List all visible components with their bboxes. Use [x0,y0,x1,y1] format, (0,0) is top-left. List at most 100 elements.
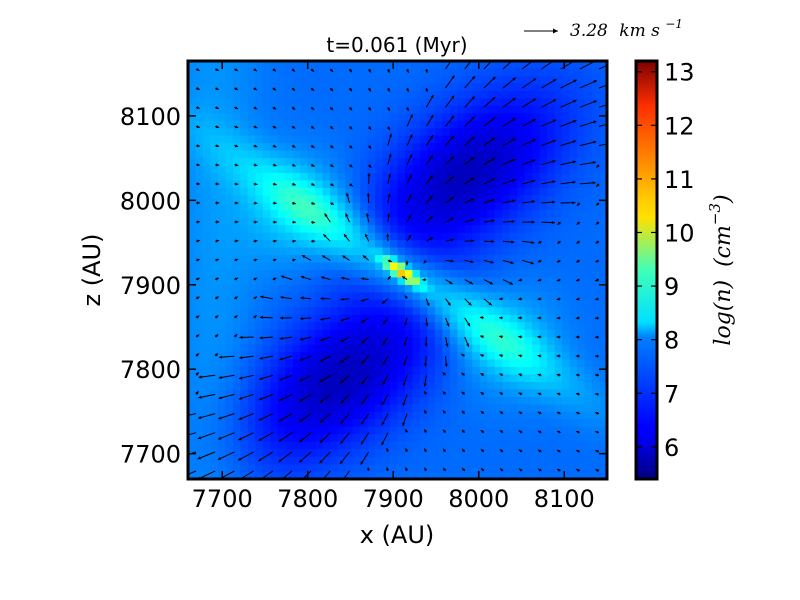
heatmap-cell [330,367,339,376]
heatmap-cell [390,150,399,159]
heatmap-cell [217,165,227,174]
heatmap-cell [457,381,466,391]
heatmap-cell [592,225,601,234]
heatmap-cell [247,90,256,99]
heatmap-cell [188,471,197,479]
velocity-arrowhead [572,180,576,184]
heatmap-cell [360,456,369,465]
colorbar-gradient [636,61,657,479]
velocity-arrowhead [491,219,495,223]
heatmap-cell [472,314,481,323]
velocity-arrowhead [234,144,239,148]
heatmap-cell [292,464,301,473]
velocity-arrowhead [576,411,580,415]
heatmap-cell [577,232,586,241]
heatmap-cell [292,113,301,122]
heatmap-cell [322,158,331,167]
heatmap-cell [255,120,264,129]
heatmap-cell [502,75,511,84]
heatmap-cell [494,128,503,137]
heatmap-cell [434,456,443,465]
heatmap-cell [434,232,443,241]
heatmap-cell [404,426,414,435]
heatmap-cell [449,165,458,174]
heatmap-cell [330,135,339,144]
heatmap-cell [479,61,488,70]
velocity-arrowhead [518,373,522,377]
heatmap-cell [232,105,241,114]
heatmap-cell [360,292,369,301]
heatmap-cell [188,128,197,137]
velocity-arrowhead [340,440,344,444]
heatmap-cell [247,158,256,167]
velocity-arrowhead [340,379,344,384]
heatmap-cell [487,374,496,383]
heatmap-cell [277,352,286,361]
heatmap-cell [569,284,578,293]
heatmap-cell [569,381,578,391]
velocity-arrowhead [532,98,536,102]
heatmap-cell [300,471,309,479]
heatmap-cell [367,359,376,368]
heatmap-cell [307,158,316,167]
heatmap-cell [188,247,197,256]
heatmap-cell [494,255,503,264]
heatmap-cell [262,419,271,428]
velocity-arrowhead [361,360,365,364]
heatmap-cell [195,135,204,144]
heatmap-cell [569,255,578,264]
heatmap-cell [382,158,391,167]
heatmap-cell [539,120,548,129]
heatmap-cell [337,61,346,70]
heatmap-cell [532,143,541,152]
heatmap-cell [532,419,541,428]
heatmap-cell [202,150,212,159]
heatmap-cell [360,329,369,338]
velocity-arrowhead [196,163,200,167]
heatmap-cell [277,411,286,420]
heatmap-cell [562,158,571,167]
heatmap-cell [584,381,593,391]
heatmap-cell [300,232,309,241]
heatmap-cell [195,471,204,479]
heatmap-cell [202,202,212,211]
heatmap-cell [315,165,324,174]
heatmap-cell [577,75,586,84]
heatmap-cell [210,98,219,107]
heatmap-cell [554,255,563,264]
heatmap-cell [322,202,331,211]
heatmap-cell [487,195,496,204]
heatmap-cell [285,210,294,219]
heatmap-cell [584,195,593,204]
heatmap-cell [232,113,241,122]
heatmap-cell [367,270,376,279]
heatmap-cell [337,277,346,286]
velocity-arrowhead [196,67,200,71]
heatmap-cell [457,344,466,353]
heatmap-cell [434,426,443,435]
heatmap-cell [337,240,346,249]
heatmap-cell [539,434,548,443]
heatmap-cell [360,247,369,256]
heatmap-cell [502,172,511,182]
velocity-arrowhead [450,259,454,263]
heatmap-cell [367,389,376,398]
heatmap-cell [390,128,399,137]
heatmap-cell [584,292,593,301]
heatmap-cell [517,150,526,159]
heatmap-cell [494,359,503,368]
velocity-arrowhead [292,201,296,205]
heatmap-cell [322,68,331,77]
velocity-arrowhead [360,298,365,302]
heatmap-cell [352,262,361,271]
heatmap-cell [188,337,197,346]
heatmap-cell [554,240,563,249]
heatmap-cell [315,187,324,196]
heatmap-cell [442,113,451,122]
heatmap-cell [517,75,526,84]
velocity-arrowhead [312,239,316,243]
heatmap-cell [562,83,571,92]
heatmap-cell [599,61,607,70]
heatmap-cell [367,426,376,435]
heatmap-cell [277,292,286,301]
